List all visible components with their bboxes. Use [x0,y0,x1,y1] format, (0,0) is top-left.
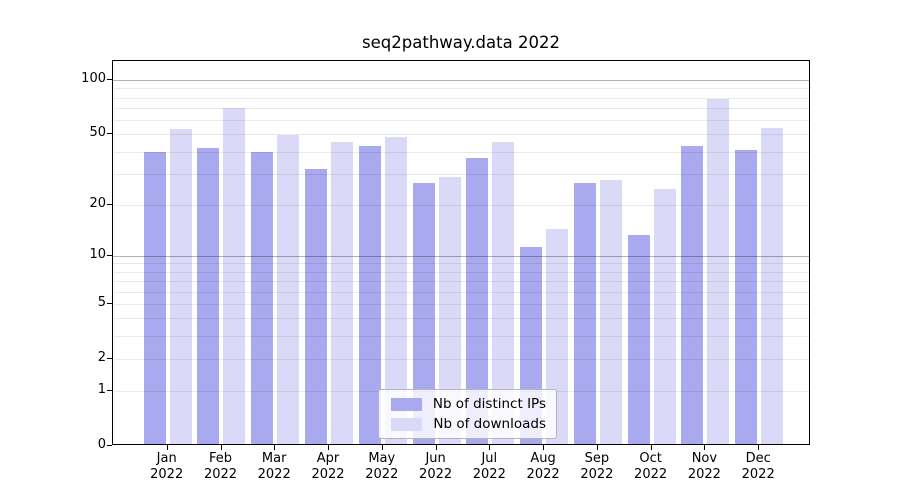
major-gridline [113,80,809,81]
x-tick-mark [274,445,276,450]
x-tick-label: Nov 2022 [687,451,721,482]
minor-gridline [113,281,809,283]
bar-downloads-may [384,137,407,444]
minor-gridline [113,318,809,320]
y-tick-mark [107,302,112,304]
x-tick-label: Jan 2022 [150,451,184,482]
bar-distinct-ips-nov [681,145,704,444]
x-tick-mark [328,445,329,450]
x-tick-label: Jul 2022 [472,451,506,482]
bar-downloads-oct [653,188,676,444]
minor-gridline [113,88,809,90]
bar-distinct-ips-oct [627,234,650,444]
minor-gridline [113,303,809,305]
y-tick-label: 100 [81,71,106,86]
minor-gridline [113,204,809,206]
bar-distinct-ips-dec [735,149,758,444]
x-tick-label: Mar 2022 [257,451,291,482]
x-tick-mark [758,445,760,450]
x-tick-label: May 2022 [365,451,399,482]
y-tick-label: 10 [89,246,106,262]
bar-distinct-ips-jan [143,151,166,444]
x-tick-mark [220,445,222,450]
plot-area [112,60,810,445]
legend: Nb of distinct IPs Nb of downloads [378,389,557,439]
bar-downloads-nov [707,98,730,444]
minor-gridline [113,263,809,265]
x-tick-mark [435,445,437,450]
minor-gridline [113,108,809,109]
legend-entry-distinct-ips: Nb of distinct IPs [391,396,546,412]
y-tick-mark [107,203,112,205]
y-tick-label: 5 [97,294,106,310]
minor-gridline [113,173,809,175]
minor-gridline [113,97,809,99]
major-gridline [113,255,809,257]
bar-downloads-jul [492,142,515,444]
legend-label-downloads: Nb of downloads [433,416,546,432]
x-tick-mark [166,445,168,450]
bar-distinct-ips-feb [197,147,220,444]
minor-gridline [113,358,809,360]
minor-gridline [113,151,809,153]
bar-distinct-ips-sep [573,182,596,444]
x-tick-label: Aug 2022 [526,451,560,482]
legend-swatch-distinct-ips [391,397,422,411]
minor-gridline [113,336,809,338]
y-tick-label: 2 [97,349,106,365]
x-tick-label: Sep 2022 [580,451,614,482]
bar-downloads-dec [761,127,784,444]
x-tick-label: Oct 2022 [634,451,668,482]
x-tick-mark [596,445,598,450]
minor-gridline [113,120,809,121]
y-tick-mark [107,79,112,80]
bar-distinct-ips-jul [466,157,489,444]
x-tick-mark [489,445,491,450]
y-tick-label: 50 [89,125,106,141]
bar-downloads-mar [277,135,300,444]
minor-gridline [113,271,809,273]
y-tick-mark [107,445,112,446]
y-tick-label: 20 [89,195,106,211]
y-tick-mark [107,390,112,391]
x-tick-label: Dec 2022 [741,451,775,482]
y-tick-label: 1 [97,382,106,397]
x-tick-label: Apr 2022 [311,451,345,482]
x-tick-mark [381,445,383,450]
bar-downloads-feb [223,108,246,444]
x-tick-mark [704,445,706,450]
bar-distinct-ips-may [358,145,381,444]
legend-swatch-downloads [391,417,422,431]
bar-distinct-ips-mar [251,151,274,444]
y-tick-mark [107,254,112,256]
y-tick-mark [107,357,112,359]
bar-distinct-ips-apr [305,169,327,444]
bar-downloads-jan [169,129,192,444]
chart-title: seq2pathway.data 2022 [362,33,560,52]
x-tick-label: Feb 2022 [203,451,238,482]
bar-downloads-apr [331,142,353,444]
legend-entry-downloads: Nb of downloads [391,416,546,432]
bar-downloads-sep [599,179,622,444]
y-tick-mark [107,133,112,135]
y-tick-label: 0 [97,437,106,452]
bar-downloads-jun [438,177,461,444]
legend-label-distinct-ips: Nb of distinct IPs [432,396,546,412]
bar-distinct-ips-jun [412,182,435,444]
minor-gridline [113,291,809,293]
minor-gridline [113,134,809,136]
x-tick-label: Jun 2022 [419,451,453,482]
x-tick-mark [650,445,652,450]
x-tick-mark [543,445,545,450]
